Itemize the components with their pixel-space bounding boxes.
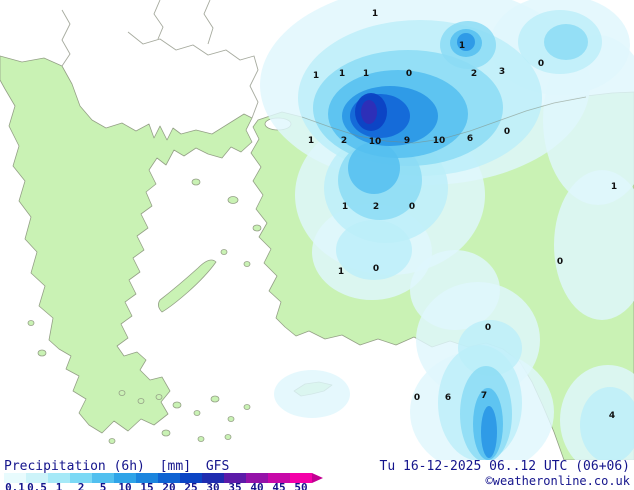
island <box>191 178 201 186</box>
island <box>27 320 35 326</box>
island <box>137 398 145 404</box>
legend-colorbar <box>4 473 323 483</box>
euboea-island <box>158 259 217 313</box>
legend-tick: 0.1 <box>5 481 25 490</box>
island <box>210 395 220 403</box>
legend-tick: 15 <box>140 481 154 490</box>
legend-ticks: 0.1 0.5 1 2 5 10 15 20 25 30 35 40 45 50 <box>4 481 312 490</box>
island <box>172 401 182 409</box>
legend-seg <box>70 473 92 483</box>
legend-tick: 50 <box>294 481 308 490</box>
precip-level-8 <box>361 100 377 124</box>
legend-tick: 35 <box>228 481 242 490</box>
legend-tick: 0.5 <box>27 481 47 490</box>
island <box>37 349 47 357</box>
island <box>118 390 126 396</box>
island <box>108 438 116 444</box>
legend-tick: 2 <box>77 481 85 490</box>
border-line <box>153 0 164 40</box>
legend-seg <box>114 473 136 483</box>
island <box>227 416 235 422</box>
product-title: Precipitation (6h) [mm] GFS <box>4 459 236 474</box>
legend-seg <box>246 473 268 483</box>
legend-tick: 5 <box>99 481 107 490</box>
legend-tick: 10 <box>118 481 132 490</box>
map-region: 1 1 1 1 1 0 2 3 0 1 2 10 9 10 6 0 1 1 2 0 1 0 0 0 0 6 7 4 <box>0 0 634 460</box>
border-line <box>203 0 214 45</box>
island <box>252 224 262 232</box>
border-line <box>61 9 71 67</box>
island <box>227 196 239 204</box>
island <box>193 410 201 416</box>
legend-seg <box>48 473 70 483</box>
border-line <box>127 31 259 119</box>
legend-seg <box>202 473 224 483</box>
legend-tick: 40 <box>250 481 264 490</box>
legend-seg <box>26 473 48 483</box>
product-model: GFS <box>205 459 230 474</box>
legend-tick: 1 <box>55 481 63 490</box>
legend-seg <box>92 473 114 483</box>
product-name: Precipitation (6h) <box>4 459 145 474</box>
legend-tick: 20 <box>162 481 176 490</box>
island <box>161 429 171 437</box>
legend-arrow-icon <box>312 473 323 483</box>
island <box>197 436 205 442</box>
black-sea-coast-overlay <box>301 96 587 144</box>
island <box>220 249 228 255</box>
legend-seg <box>136 473 158 483</box>
island <box>243 261 251 267</box>
island <box>243 404 251 410</box>
legend-seg <box>268 473 290 483</box>
legend-tick: 45 <box>272 481 286 490</box>
legend-seg <box>158 473 180 483</box>
legend-bar: Precipitation (6h) [mm] GFS 0.1 0.5 1 2 5 10 1… <box>0 459 634 490</box>
legend-seg <box>224 473 246 483</box>
run-datetime: Tu 16-12-2025 06..12 UTC (06+06) <box>379 459 630 474</box>
legend-tick: 25 <box>184 481 198 490</box>
greece-balkans-land <box>0 55 253 434</box>
legend-tick: 30 <box>206 481 220 490</box>
legend-seg <box>180 473 202 483</box>
weather-map <box>0 0 634 460</box>
island <box>155 394 163 400</box>
legend-seg <box>290 473 312 483</box>
island <box>224 434 232 440</box>
copyright: ©weatheronline.co.uk <box>485 474 631 488</box>
product-unit: [mm] <box>159 459 192 474</box>
country-borders <box>61 0 259 119</box>
legend-seg <box>4 473 26 483</box>
